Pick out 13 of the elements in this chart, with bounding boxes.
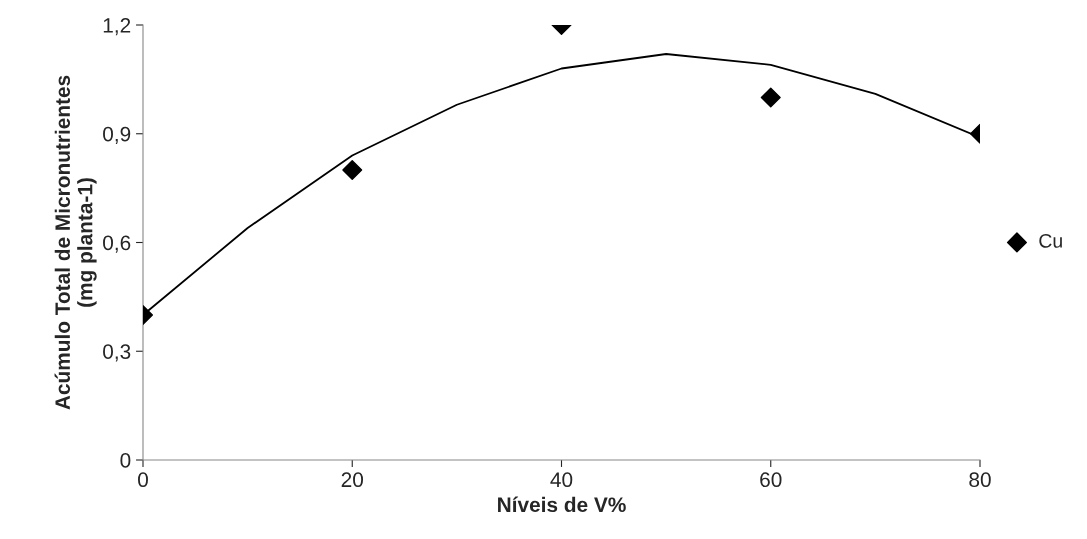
x-tick-label: 40 bbox=[550, 472, 573, 488]
y-tick-label: 0,6 bbox=[103, 235, 131, 253]
legend-label: Cu bbox=[1039, 233, 1062, 248]
y-tick-label: 0,9 bbox=[103, 126, 131, 144]
y-tick-label: 0,3 bbox=[103, 344, 131, 362]
x-tick-label: 20 bbox=[341, 472, 364, 488]
x-tick-label: 60 bbox=[760, 472, 782, 488]
x-tick-label: 80 bbox=[969, 472, 991, 488]
x-tick-label: 0 bbox=[138, 472, 148, 488]
y-tick-label: 1,2 bbox=[103, 18, 131, 36]
y-tick-label: 0 bbox=[120, 453, 131, 468]
x-axis-title: Níveis de V% bbox=[498, 496, 626, 513]
y-axis-title: Acúmulo Total de Micronutrientes (mg planta-1) bbox=[54, 75, 97, 410]
